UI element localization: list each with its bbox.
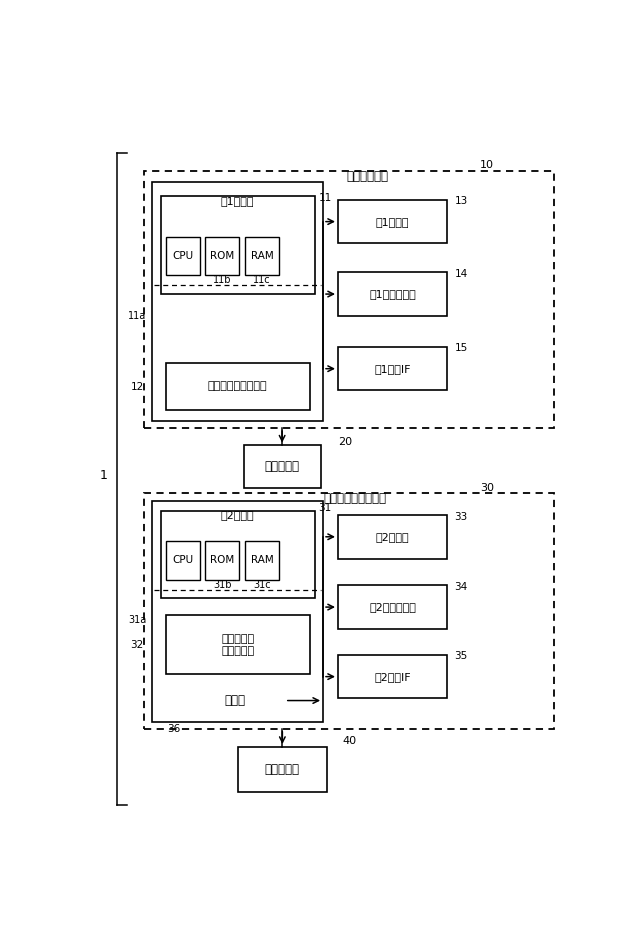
Text: 第1表示部: 第1表示部 [376, 216, 409, 227]
Bar [338, 655, 447, 698]
Bar [161, 197, 315, 294]
Text: ROM: ROM [210, 251, 234, 261]
Bar [205, 237, 239, 275]
Bar [205, 541, 239, 580]
Text: 12: 12 [131, 382, 143, 391]
Text: 30: 30 [480, 483, 493, 492]
Bar [244, 445, 321, 487]
Bar [245, 541, 279, 580]
Text: 13: 13 [454, 197, 468, 206]
Text: 印刺制御装置: 印刺制御装置 [347, 170, 388, 183]
Bar [166, 541, 200, 580]
Text: 読取データ処理装置: 読取データ処理装置 [324, 492, 387, 505]
Text: 10: 10 [480, 160, 493, 170]
Text: 第2制御部: 第2制御部 [221, 510, 255, 520]
Text: 11c: 11c [253, 276, 271, 285]
Text: 記憶部: 記憶部 [225, 694, 246, 707]
Bar [245, 237, 279, 275]
Bar [338, 515, 447, 559]
Text: 15: 15 [454, 343, 468, 354]
Text: 第2表示部: 第2表示部 [376, 532, 410, 542]
Text: 11a: 11a [128, 311, 146, 321]
Text: 33: 33 [454, 512, 468, 521]
Text: 32: 32 [131, 640, 143, 649]
Bar [166, 615, 310, 675]
Text: 第2通信IF: 第2通信IF [374, 672, 411, 681]
Bar [338, 347, 447, 391]
Text: RAM: RAM [251, 251, 273, 261]
Bar [166, 363, 310, 410]
Text: 第1制御部: 第1制御部 [221, 197, 255, 206]
Text: 31a: 31a [128, 615, 146, 625]
Bar [338, 199, 447, 244]
Text: 印刺制御プログラム: 印刺制御プログラム [208, 381, 268, 391]
Text: 14: 14 [454, 269, 468, 279]
Text: 40: 40 [343, 736, 357, 746]
Bar [186, 681, 285, 719]
Text: 34: 34 [454, 582, 468, 592]
Bar [145, 493, 554, 728]
Text: 35: 35 [454, 651, 468, 662]
Text: 31c: 31c [253, 580, 271, 590]
Text: 第1操作受付部: 第1操作受付部 [369, 289, 416, 299]
Text: 31b: 31b [213, 580, 232, 590]
Bar [152, 501, 323, 722]
Bar [161, 512, 315, 598]
Text: 31: 31 [318, 502, 332, 513]
Text: スキャナー: スキャナー [265, 763, 300, 776]
Bar [237, 747, 327, 791]
Text: 36: 36 [167, 724, 180, 734]
Text: プリンター: プリンター [264, 460, 300, 473]
Bar [152, 182, 323, 421]
Text: 11b: 11b [213, 276, 232, 285]
Text: ROM: ROM [210, 555, 234, 566]
Bar [338, 585, 447, 629]
Text: 11: 11 [318, 194, 332, 203]
Bar [145, 171, 554, 428]
Text: 第2操作受付部: 第2操作受付部 [369, 602, 416, 612]
Text: 1: 1 [100, 469, 108, 482]
Text: CPU: CPU [172, 555, 193, 566]
Text: CPU: CPU [172, 251, 193, 261]
Text: 第1通信IF: 第1通信IF [374, 363, 411, 374]
Bar [166, 237, 200, 275]
Text: 印刺物確認
プログラム: 印刺物確認 プログラム [221, 634, 254, 656]
Text: RAM: RAM [251, 555, 273, 566]
Bar [338, 272, 447, 316]
Text: 20: 20 [338, 437, 352, 447]
